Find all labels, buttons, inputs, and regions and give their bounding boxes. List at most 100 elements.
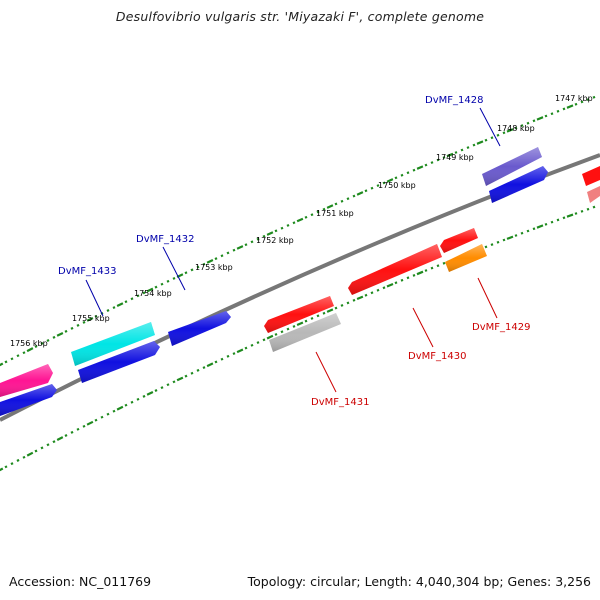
minor-tick [544,114,548,118]
minor-tick [340,303,344,307]
minor-tick [202,262,206,266]
minor-tick [382,181,386,185]
major-tick [446,152,454,158]
minor-tick [76,323,80,327]
minor-tick [304,319,308,323]
minor-tick [34,345,38,348]
tick-label: 1756 kbp [10,339,48,348]
minor-tick [376,184,380,188]
minor-tick [466,146,470,150]
major-tick [236,245,244,250]
minor-tick [400,173,404,177]
minor-tick [16,354,20,358]
major-tick [296,217,304,223]
minor-tick [16,458,20,462]
minor-tick [406,276,410,280]
minor-tick [160,282,164,286]
minor-tick [520,124,524,128]
minor-tick [280,226,284,230]
minor-tick [232,352,236,356]
minor-tick [22,455,26,459]
major-tick [86,317,94,322]
minor-tick [334,306,338,310]
major-tick [206,362,214,368]
minor-tick [142,291,146,295]
minor-tick [484,245,488,249]
minor-tick [544,222,548,226]
major-tick [206,259,214,264]
minor-tick [76,427,80,431]
minor-tick [514,234,518,237]
minor-tick [550,112,554,116]
minor-tick [592,205,596,209]
minor-tick [562,216,566,220]
minor-tick [592,95,596,99]
minor-tick [124,300,128,304]
minor-tick [46,339,50,342]
minor-tick [586,207,590,211]
gene-forward[interactable] [582,166,600,186]
genome-title: Desulfovibrio vulgaris str. 'Miyazaki F'… [115,9,485,24]
minor-tick [322,311,326,315]
tick-label: 1751 kbp [316,209,354,218]
major-tick [176,376,184,382]
minor-tick [424,163,428,167]
minor-tick [244,346,248,350]
minor-tick [226,354,230,358]
minor-tick [490,243,494,247]
minor-tick [124,403,128,407]
reverse-gene-track [264,228,487,352]
minor-tick [556,109,560,113]
minor-tick [136,397,140,401]
gene-label-dvmf-1429: DvMF_1429 [472,322,530,333]
minor-tick [106,309,110,312]
minor-tick [10,462,14,466]
minor-tick [154,285,158,289]
minor-tick [274,332,278,336]
minor-tick [136,294,140,298]
minor-tick [430,266,434,270]
gene-label-dvmf-1428: DvMF_1428 [425,95,483,106]
minor-tick [316,210,320,214]
major-tick [0,467,4,472]
minor-tick [70,326,74,330]
minor-tick [430,161,434,165]
major-tick [146,287,154,293]
major-tick [56,436,64,441]
minor-tick [526,229,530,233]
major-tick [326,204,334,209]
minor-tick [574,102,578,106]
forward-gene-track [0,147,600,416]
major-tick [116,302,124,307]
minor-tick [472,143,476,147]
minor-tick [52,440,56,444]
minor-tick [580,100,584,104]
minor-tick [442,156,446,159]
minor-tick [394,176,398,180]
minor-tick [244,243,248,247]
minor-tick [100,415,104,419]
gene-forward[interactable] [587,186,600,203]
minor-tick [64,434,68,437]
minor-tick [130,400,134,404]
minor-tick [40,446,44,450]
major-tick [0,362,4,367]
minor-tick [286,223,290,227]
minor-tick [262,338,266,342]
minor-tick [166,279,170,283]
minor-tick [172,276,176,280]
minor-tick [442,261,446,265]
minor-tick [70,430,74,434]
minor-tick [514,126,518,130]
minor-tick [46,443,50,447]
minor-tick [196,265,200,269]
minor-tick [580,209,584,213]
minor-tick [322,207,326,211]
minor-tick [340,199,344,203]
minor-tick [586,98,590,102]
minor-tick [106,412,110,416]
upper-tick-track [0,95,596,367]
minor-tick [556,218,560,222]
minor-tick [574,212,578,215]
major-tick [56,332,64,337]
